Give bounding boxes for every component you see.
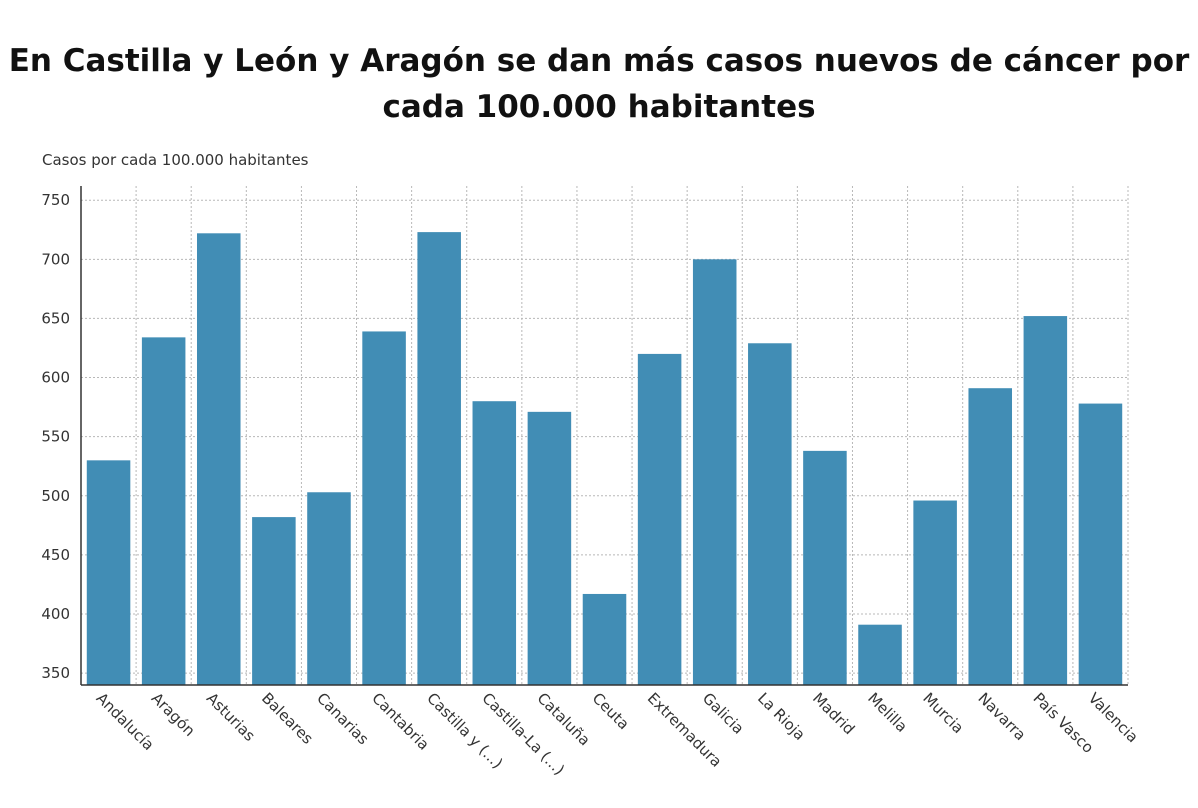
x-tick-label: Madrid	[809, 689, 858, 738]
y-tick-label: 450	[41, 546, 70, 564]
bar	[141, 337, 186, 685]
y-tick-label: 600	[41, 369, 70, 387]
x-tick-label: Galicia	[699, 689, 748, 738]
bar	[307, 492, 351, 685]
bar	[858, 624, 902, 685]
y-tick-label: 750	[41, 191, 70, 209]
bar	[913, 500, 957, 685]
x-tick-label: Murcia	[919, 689, 967, 737]
bar	[1023, 316, 1068, 685]
bar	[803, 450, 847, 685]
y-tick-label: 650	[41, 309, 70, 327]
chart-title: En Castilla y León y Aragón se dan más c…	[0, 38, 1198, 130]
bars	[86, 232, 1123, 685]
y-tick-label: 700	[41, 250, 70, 268]
bar	[86, 460, 131, 685]
x-tick-label: Cantabria	[368, 689, 433, 754]
y-tick-label: 550	[41, 428, 70, 446]
x-tick-label: Canarias	[313, 689, 372, 748]
x-tick-label: Ceuta	[589, 689, 633, 733]
y-tick-labels: 350 400 450 500 550 600 650 700 750	[41, 191, 70, 682]
bar	[637, 353, 682, 685]
x-tick-label: Aragón	[148, 689, 199, 740]
bar	[968, 388, 1013, 685]
bar	[1078, 403, 1123, 685]
x-tick-label: Melilla	[864, 689, 911, 736]
y-axis-label: Casos por cada 100.000 habitantes	[42, 151, 309, 169]
y-tick-label: 400	[41, 605, 70, 623]
axes	[80, 186, 1128, 686]
bar	[472, 401, 517, 685]
x-tick-label: Navarra	[974, 689, 1029, 744]
bar	[417, 232, 461, 685]
bar	[748, 343, 792, 685]
y-tick-label: 500	[41, 487, 70, 505]
x-tick-label: Asturias	[203, 689, 259, 745]
x-tick-label: Valencia	[1085, 689, 1142, 746]
chart-title-line-1: En Castilla y León y Aragón se dan más c…	[8, 43, 1190, 79]
x-tick-label: Andalucía	[93, 689, 158, 754]
bar	[527, 411, 572, 685]
bar	[582, 593, 627, 685]
x-tick-label: La Rioja	[754, 689, 809, 744]
bar	[196, 233, 241, 685]
bar	[692, 259, 737, 685]
chart-title-line-2: cada 100.000 habitantes	[382, 89, 816, 125]
bar	[252, 517, 296, 685]
bar	[362, 331, 406, 685]
y-tick-label: 350	[41, 664, 70, 682]
x-tick-label: Baleares	[258, 689, 317, 748]
